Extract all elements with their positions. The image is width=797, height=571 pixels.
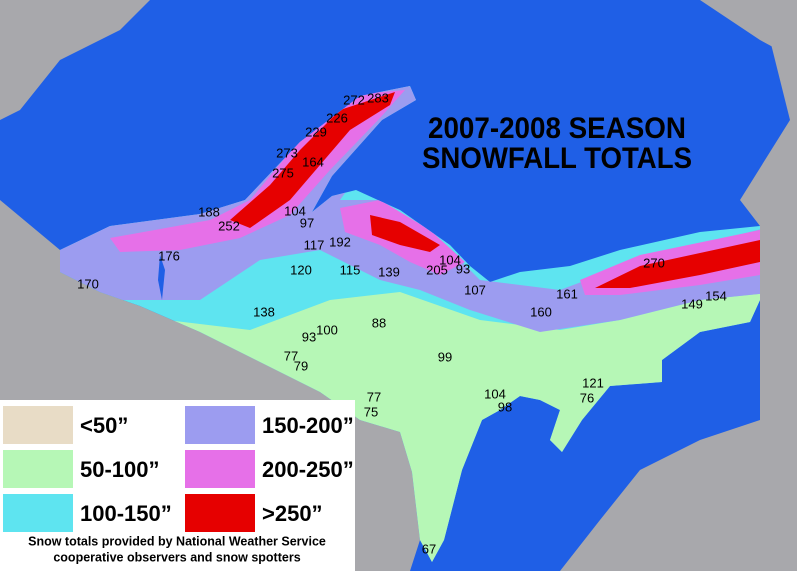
legend-swatch [185,494,255,532]
legend-label: 50-100” [80,457,160,482]
station-value: 176 [158,248,180,263]
station-value: 138 [253,304,275,319]
legend-swatch [3,406,73,444]
note-line: cooperative observers and snow spotters [53,550,300,564]
zone-over-250 [230,92,760,288]
station-value: 104 [439,252,461,267]
station-value: 117 [304,237,325,252]
legend-label: 100-150” [80,501,172,526]
station-value: 104 [284,203,306,218]
station-value: 270 [643,255,665,270]
station-value: 88 [372,315,386,330]
station-value: 170 [77,276,99,291]
station-value: 121 [582,375,604,390]
station-value: 275 [272,165,294,180]
station-value: 75 [364,404,378,419]
note-line: Snow totals provided by National Weather… [28,534,326,548]
station-value: 120 [290,262,312,277]
station-value: 164 [302,154,324,169]
station-value: 205 [426,262,448,277]
station-value: 226 [326,110,348,125]
station-value: 283 [367,90,389,105]
station-value: 161 [556,286,578,301]
station-value: 272 [343,92,365,107]
land-canada [0,0,150,120]
land-east [560,0,797,571]
legend-swatch [3,494,73,532]
station-value: 192 [329,234,351,249]
legend-label: 200-250” [262,457,354,482]
station-value: 104 [484,386,506,401]
legend-label: >250” [262,501,323,526]
station-value: 139 [378,264,400,279]
station-value: 99 [438,349,452,364]
title-line: SNOWFALL TOTALS [422,142,692,175]
station-value: 154 [705,288,727,303]
station-value: 188 [198,204,220,219]
station-value: 77 [367,389,381,404]
station-value: 98 [498,399,512,414]
station-value: 93 [456,261,470,276]
station-value: 273 [276,145,298,160]
title-line: 2007-2008 SEASON [428,112,686,145]
station-value: 100 [316,322,338,337]
legend-label: 150-200” [262,413,354,438]
station-value: 77 [284,348,298,363]
legend-swatch [3,450,73,488]
station-value: 160 [530,304,552,319]
station-value: 149 [681,296,703,311]
station-value: 76 [580,390,594,405]
station-value: 107 [464,282,486,297]
station-value: 252 [218,218,240,233]
land-ontario [700,0,797,60]
station-value: 229 [305,124,327,139]
legend-label: <50” [80,413,128,438]
station-value: 97 [300,215,314,230]
legend-swatch [185,450,255,488]
station-value: 115 [340,262,361,277]
legend: <50” 150-200” 50-100” 200-250” 100-150” >250” [3,406,354,532]
station-value: 67 [422,541,436,556]
zone-150-200 [60,86,760,332]
legend-swatch [185,406,255,444]
station-value: 93 [302,329,316,344]
lake [158,255,165,300]
station-value: 79 [294,358,308,373]
